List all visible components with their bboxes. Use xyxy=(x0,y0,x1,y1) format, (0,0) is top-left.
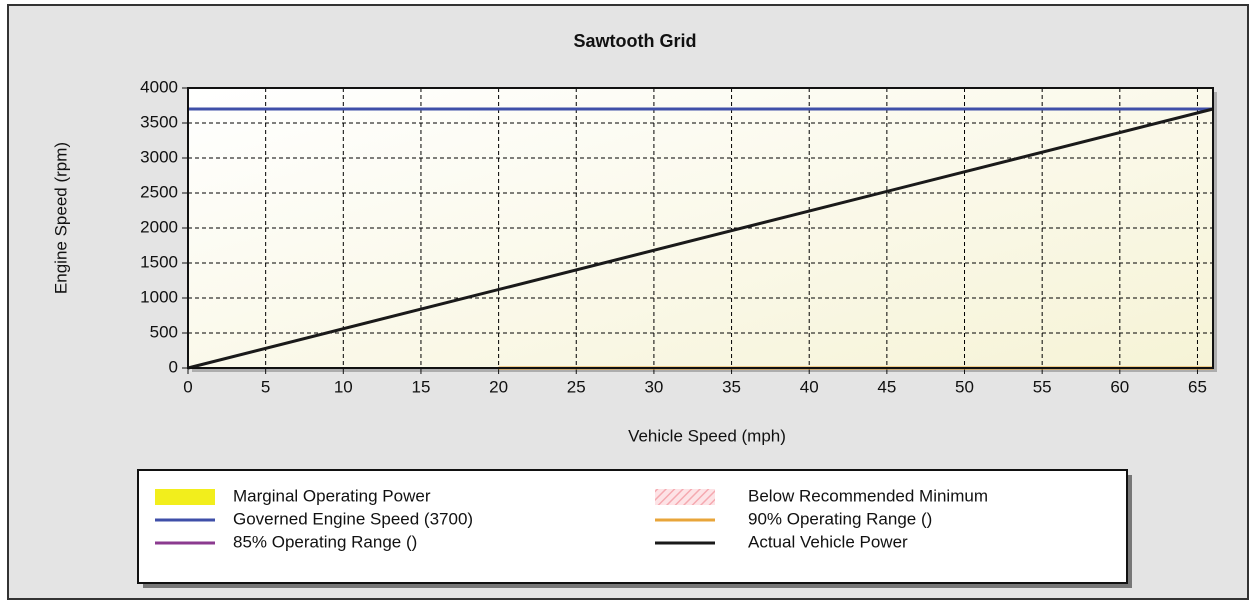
x-tick-label: 50 xyxy=(955,377,974,396)
y-tick-label: 1000 xyxy=(140,287,178,306)
x-tick-label: 45 xyxy=(877,377,896,396)
x-tick-label: 35 xyxy=(722,377,741,396)
legend-label: 90% Operating Range () xyxy=(748,509,932,528)
legend-swatch xyxy=(655,489,715,505)
legend-label: Actual Vehicle Power xyxy=(748,532,908,551)
legend xyxy=(137,469,1128,584)
y-tick-label: 500 xyxy=(150,322,178,341)
legend-label: Governed Engine Speed (3700) xyxy=(233,509,473,528)
x-tick-label: 40 xyxy=(800,377,819,396)
y-tick-label: 3000 xyxy=(140,147,178,166)
x-tick-label: 55 xyxy=(1033,377,1052,396)
y-tick-label: 3500 xyxy=(140,112,178,131)
series-line xyxy=(187,107,1214,370)
x-tick-label: 0 xyxy=(183,377,192,396)
legend-label: Below Recommended Minimum xyxy=(748,486,988,505)
x-tick-label: 10 xyxy=(334,377,353,396)
y-tick-label: 0 xyxy=(169,357,178,376)
x-axis-label: Vehicle Speed (mph) xyxy=(628,426,786,445)
x-tick-label: 65 xyxy=(1188,377,1207,396)
x-tick-label: 5 xyxy=(261,377,270,396)
x-tick-label: 20 xyxy=(489,377,508,396)
x-tick-label: 60 xyxy=(1110,377,1129,396)
legend-items: Marginal Operating Power Below Recommende… xyxy=(155,486,988,551)
y-tick-label: 4000 xyxy=(140,77,178,96)
plot-border xyxy=(187,87,1214,369)
x-tick-label: 30 xyxy=(644,377,663,396)
y-tick-label: 1500 xyxy=(140,252,178,271)
y-tick-label: 2000 xyxy=(140,217,178,236)
y-tick-label: 2500 xyxy=(140,182,178,201)
chart-title: Sawtooth Grid xyxy=(574,31,697,51)
legend-swatch xyxy=(155,489,215,505)
y-axis-label: Engine Speed (rpm) xyxy=(51,142,70,294)
legend-label: 85% Operating Range () xyxy=(233,532,417,551)
x-tick-label: 25 xyxy=(567,377,586,396)
legend-label: Marginal Operating Power xyxy=(233,486,431,505)
x-tick-label: 15 xyxy=(411,377,430,396)
